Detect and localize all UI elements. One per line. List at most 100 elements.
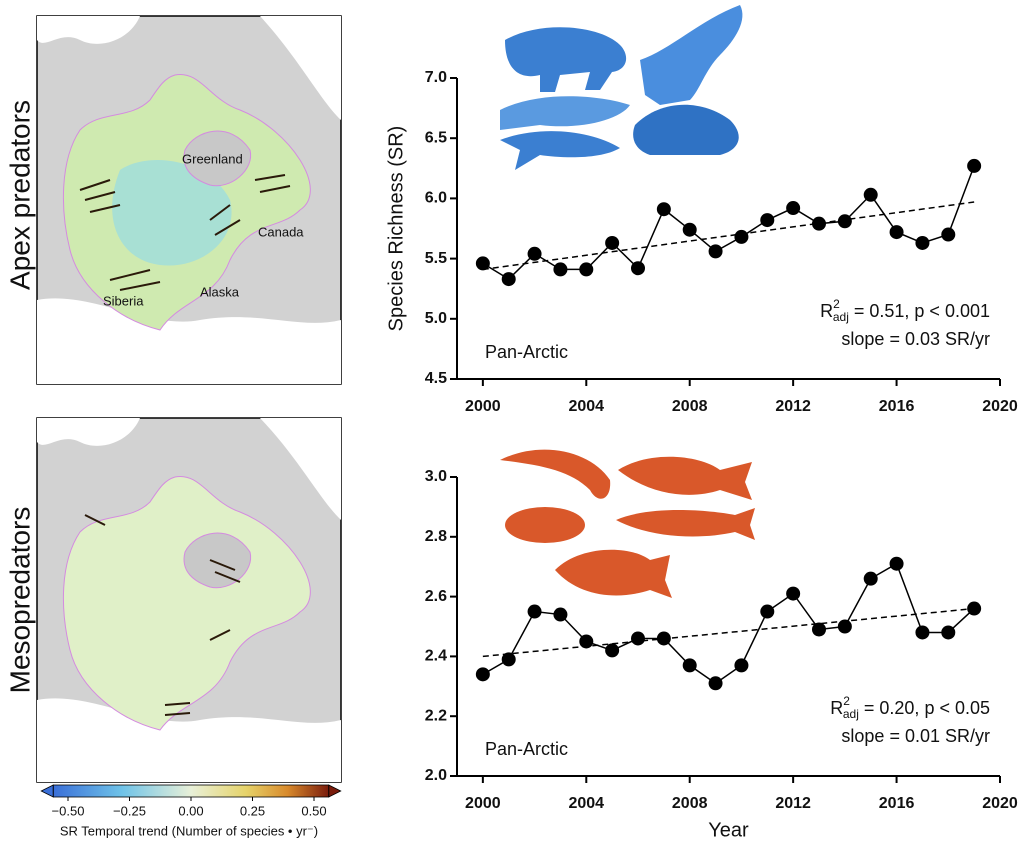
colorbar-fill: [53, 785, 329, 797]
y-axis-label: Species Richness (SR): [385, 126, 407, 332]
x-tick-label: 2000: [465, 398, 501, 415]
data-point: [708, 244, 723, 259]
colorbar-tick-label: −0.25: [113, 803, 146, 818]
x-tick-label: 2008: [672, 795, 708, 812]
colorbar-tick-label: −0.50: [52, 803, 85, 818]
stat-sup: 2: [833, 297, 840, 311]
data-point: [760, 213, 775, 228]
row-label: Mesopredators: [4, 507, 35, 694]
y-tick-label: 5.0: [425, 310, 447, 327]
y-tick-label: 2.6: [425, 588, 447, 605]
y-tick-label: 2.8: [425, 528, 447, 545]
y-tick-label: 6.5: [425, 129, 447, 146]
colorbar-end: [328, 784, 342, 798]
data-point: [967, 158, 982, 173]
stat-label: R2 adj = 0.20, p < 0.05: [830, 694, 990, 721]
stat-symbol: R: [830, 698, 843, 718]
series-line: [482, 562, 975, 685]
x-tick-label: 2012: [775, 398, 811, 415]
trend-line: [482, 607, 975, 658]
data-point: [734, 658, 749, 673]
data-point: [553, 262, 568, 277]
data-point: [501, 652, 516, 667]
data-point: [889, 556, 904, 571]
data-point: [631, 631, 645, 646]
data-point: [786, 201, 801, 216]
x-tick-label: 2020: [982, 398, 1018, 415]
data-point: [889, 225, 904, 240]
data-point: [941, 227, 956, 242]
data-point: [656, 202, 671, 217]
y-tick-label: 2.0: [425, 767, 447, 784]
x-tick-label: 2008: [672, 398, 708, 415]
region-label: Pan-Arctic: [485, 342, 568, 362]
x-tick-label: 2020: [982, 795, 1018, 812]
y-tick-label: 2.4: [425, 648, 447, 665]
data-point: [605, 235, 620, 250]
meso-icons: [500, 449, 755, 598]
x-axis-label: Year: [708, 819, 749, 841]
stat-symbol: R: [820, 301, 833, 321]
data-point: [941, 625, 956, 640]
map-label: Canada: [258, 224, 304, 239]
colorbar-end: [40, 784, 54, 798]
data-point: [863, 187, 878, 202]
data-point: [786, 586, 801, 601]
data-point: [967, 601, 982, 616]
data-point: [760, 604, 775, 619]
x-tick-label: 2016: [879, 795, 915, 812]
data-point: [527, 604, 542, 619]
colorbar-label: SR Temporal trend (Number of species • y…: [60, 823, 318, 838]
y-tick-label: 6.0: [425, 190, 447, 207]
map-label: Siberia: [103, 293, 144, 308]
data-point: [682, 658, 697, 673]
y-tick-label: 3.0: [425, 468, 447, 485]
map-label: Greenland: [182, 151, 243, 166]
colorbar-tick-label: 0.50: [301, 803, 326, 818]
apex-icons: [500, 5, 743, 170]
map-label: Alaska: [200, 284, 240, 299]
data-point: [656, 631, 671, 646]
stat-sub: adj: [843, 707, 859, 721]
y-tick-label: 7.0: [425, 69, 447, 86]
data-point: [812, 216, 826, 231]
data-point: [579, 262, 594, 277]
stat-text: = 0.51, p < 0.001: [854, 301, 990, 321]
colorbar-tick-label: 0.25: [240, 803, 265, 818]
data-point: [631, 261, 645, 276]
data-point: [553, 607, 568, 622]
slope-label: slope = 0.03 SR/yr: [841, 329, 990, 349]
x-tick-label: 2012: [775, 795, 811, 812]
x-tick-label: 2004: [568, 795, 604, 812]
y-tick-label: 5.5: [425, 250, 447, 267]
data-point: [915, 235, 930, 250]
x-tick-label: 2004: [568, 398, 604, 415]
row-label: Apex predators: [4, 100, 35, 290]
series-line: [482, 165, 975, 281]
colorbar-tick-label: 0.00: [178, 803, 203, 818]
data-point: [527, 246, 542, 261]
data-point: [475, 256, 490, 271]
y-tick-label: 4.5: [425, 370, 447, 387]
map-apex: Greenland Canada Siberia Alaska: [36, 15, 342, 385]
stat-text: = 0.20, p < 0.05: [864, 698, 990, 718]
stat-label: R2 adj = 0.51, p < 0.001: [820, 297, 990, 324]
data-point: [682, 222, 697, 237]
data-point: [812, 622, 826, 637]
data-point: [837, 214, 852, 229]
data-point: [915, 625, 930, 640]
region-label: Pan-Arctic: [485, 739, 568, 759]
y-tick-label: 2.2: [425, 707, 447, 724]
stat-sub: adj: [833, 310, 849, 324]
data-point: [475, 667, 490, 682]
data-point: [863, 571, 878, 586]
x-tick-label: 2000: [465, 795, 501, 812]
data-point: [579, 634, 594, 649]
stat-sup: 2: [843, 694, 850, 708]
x-tick-label: 2016: [879, 398, 915, 415]
data-point: [501, 272, 516, 287]
data-point: [708, 676, 723, 691]
data-point: [605, 643, 620, 658]
data-point: [734, 229, 749, 244]
